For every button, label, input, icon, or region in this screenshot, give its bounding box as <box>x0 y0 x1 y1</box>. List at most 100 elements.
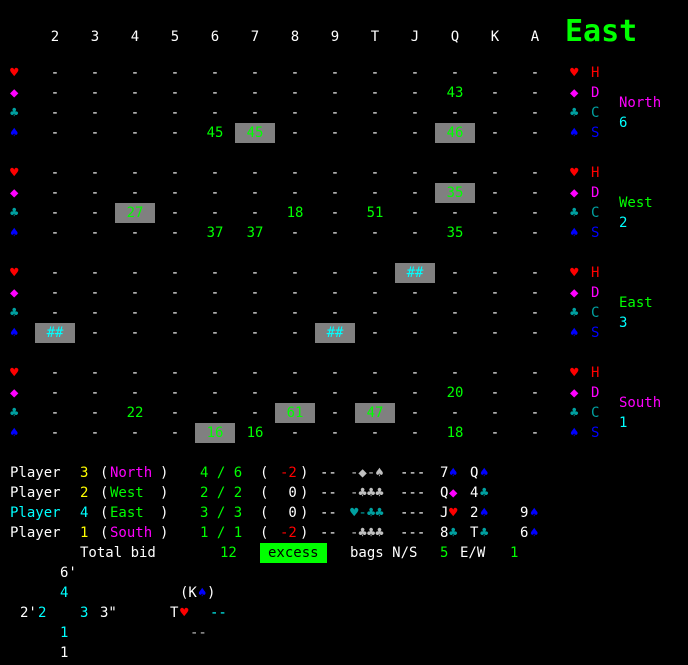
grid-cell[interactable]: - <box>50 405 60 421</box>
grid-cell[interactable]: - <box>210 65 220 81</box>
grid-cell[interactable]: - <box>210 265 220 281</box>
grid-cell[interactable]: - <box>170 125 180 141</box>
grid-cell[interactable]: - <box>330 305 340 321</box>
grid-cell[interactable]: - <box>370 325 380 341</box>
grid-cell[interactable]: - <box>290 325 300 341</box>
grid-cell[interactable]: - <box>450 365 460 381</box>
grid-cell[interactable]: - <box>290 85 300 101</box>
grid-cell[interactable]: - <box>410 285 420 301</box>
grid-cell[interactable]: - <box>170 325 180 341</box>
grid-cell[interactable]: - <box>90 385 100 401</box>
grid-cell[interactable]: - <box>330 105 340 121</box>
grid-cell[interactable]: 16 <box>246 425 264 441</box>
grid-cell[interactable]: - <box>130 305 140 321</box>
grid-cell[interactable]: - <box>450 105 460 121</box>
grid-cell[interactable]: - <box>90 285 100 301</box>
grid-cell[interactable]: - <box>370 85 380 101</box>
grid-cell[interactable]: - <box>330 65 340 81</box>
grid-cell[interactable]: - <box>530 65 540 81</box>
grid-cell[interactable]: - <box>50 425 60 441</box>
grid-cell[interactable]: - <box>490 225 500 241</box>
grid-cell[interactable]: - <box>290 265 300 281</box>
grid-cell[interactable]: - <box>410 305 420 321</box>
grid-cell[interactable]: - <box>130 365 140 381</box>
grid-cell[interactable]: - <box>250 325 260 341</box>
grid-cell[interactable]: - <box>170 365 180 381</box>
grid-cell[interactable]: - <box>130 265 140 281</box>
grid-cell[interactable]: - <box>130 165 140 181</box>
grid-cell[interactable]: - <box>50 205 60 221</box>
grid-cell[interactable]: - <box>450 285 460 301</box>
grid-cell[interactable]: - <box>130 85 140 101</box>
grid-cell[interactable]: - <box>50 265 60 281</box>
grid-cell[interactable]: - <box>490 265 500 281</box>
grid-cell[interactable]: - <box>450 325 460 341</box>
grid-cell[interactable]: - <box>250 385 260 401</box>
grid-cell[interactable]: - <box>130 425 140 441</box>
grid-cell[interactable]: - <box>450 265 460 281</box>
grid-cell[interactable]: - <box>410 385 420 401</box>
excess-button[interactable]: excess <box>260 543 327 563</box>
grid-cell[interactable]: - <box>170 405 180 421</box>
grid-cell[interactable]: - <box>130 225 140 241</box>
grid-cell[interactable]: - <box>50 65 60 81</box>
grid-cell[interactable]: - <box>330 205 340 221</box>
grid-cell[interactable]: - <box>170 385 180 401</box>
grid-cell[interactable]: - <box>410 165 420 181</box>
grid-cell[interactable]: - <box>370 265 380 281</box>
grid-cell[interactable]: - <box>130 185 140 201</box>
grid-cell[interactable]: - <box>330 125 340 141</box>
grid-cell[interactable]: - <box>130 105 140 121</box>
grid-cell[interactable]: 20 <box>446 385 464 401</box>
grid-cell[interactable]: - <box>370 105 380 121</box>
grid-cell[interactable]: - <box>90 85 100 101</box>
grid-cell[interactable]: - <box>290 225 300 241</box>
grid-cell[interactable]: - <box>210 365 220 381</box>
grid-cell[interactable]: - <box>290 285 300 301</box>
grid-cell[interactable]: - <box>90 365 100 381</box>
grid-cell[interactable]: - <box>50 225 60 241</box>
grid-cell[interactable]: - <box>250 165 260 181</box>
highlighted-cell[interactable]: 46 <box>435 123 475 143</box>
grid-cell[interactable]: - <box>490 305 500 321</box>
grid-cell[interactable]: - <box>90 405 100 421</box>
grid-cell[interactable]: - <box>330 225 340 241</box>
grid-cell[interactable]: - <box>530 265 540 281</box>
grid-cell[interactable]: - <box>530 405 540 421</box>
grid-cell[interactable]: - <box>370 285 380 301</box>
grid-cell[interactable]: - <box>290 385 300 401</box>
highlighted-cell[interactable]: 16 <box>195 423 235 443</box>
grid-cell[interactable]: - <box>530 205 540 221</box>
grid-cell[interactable]: - <box>50 385 60 401</box>
grid-cell[interactable]: - <box>290 365 300 381</box>
grid-cell[interactable]: 37 <box>246 225 264 241</box>
grid-cell[interactable]: - <box>170 425 180 441</box>
grid-cell[interactable]: - <box>490 105 500 121</box>
grid-cell[interactable]: - <box>210 305 220 321</box>
grid-cell[interactable]: 51 <box>366 205 384 221</box>
grid-cell[interactable]: - <box>90 65 100 81</box>
grid-cell[interactable]: - <box>210 325 220 341</box>
grid-cell[interactable]: - <box>90 305 100 321</box>
grid-cell[interactable]: - <box>290 425 300 441</box>
grid-cell[interactable]: - <box>330 425 340 441</box>
grid-cell[interactable]: - <box>250 185 260 201</box>
grid-cell[interactable]: - <box>290 125 300 141</box>
grid-cell[interactable]: - <box>170 165 180 181</box>
grid-cell[interactable]: - <box>170 105 180 121</box>
grid-cell[interactable]: - <box>50 85 60 101</box>
grid-cell[interactable]: - <box>290 105 300 121</box>
grid-cell[interactable]: - <box>490 365 500 381</box>
grid-cell[interactable]: - <box>490 85 500 101</box>
grid-cell[interactable]: 45 <box>206 125 224 141</box>
grid-cell[interactable]: - <box>410 85 420 101</box>
grid-cell[interactable]: - <box>250 265 260 281</box>
highlighted-cell[interactable]: ## <box>315 323 355 343</box>
grid-cell[interactable]: 22 <box>126 405 144 421</box>
highlighted-cell[interactable]: ## <box>395 263 435 283</box>
grid-cell[interactable]: - <box>330 405 340 421</box>
grid-cell[interactable]: - <box>170 185 180 201</box>
grid-cell[interactable]: - <box>450 65 460 81</box>
grid-cell[interactable]: - <box>490 385 500 401</box>
grid-cell[interactable]: - <box>530 85 540 101</box>
